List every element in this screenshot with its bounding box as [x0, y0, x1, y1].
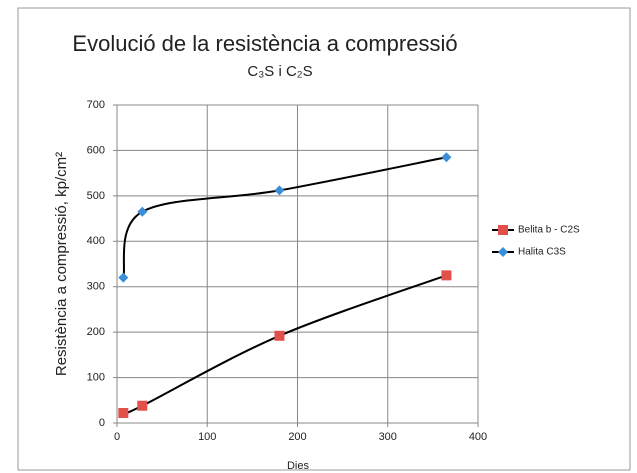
x-tick-label: 400 — [469, 431, 487, 443]
x-tick-label: 100 — [198, 431, 216, 443]
data-point — [441, 270, 452, 281]
y-tick-label: 100 — [87, 371, 105, 383]
frame — [17, 7, 631, 471]
x-axis-label: Dies — [287, 460, 310, 472]
chart-subtitle: C₃S i C₂S — [247, 63, 312, 80]
x-tick-label: 300 — [379, 431, 397, 443]
y-tick-label: 200 — [87, 326, 105, 338]
y-tick-label: 600 — [87, 144, 105, 156]
legend-marker — [498, 225, 508, 235]
data-point — [441, 152, 452, 163]
legend-label: Halita C3S — [518, 247, 566, 258]
data-point — [118, 408, 129, 419]
chart-title: Evolució de la resistència a compressió — [72, 31, 457, 56]
y-tick-label: 0 — [99, 417, 105, 429]
data-point — [274, 185, 285, 196]
data-point — [118, 272, 129, 283]
y-tick-label: 500 — [87, 190, 105, 202]
series-line — [122, 156, 447, 278]
data-point — [274, 330, 285, 341]
y-tick-label: 700 — [87, 99, 105, 111]
y-axis-label: Resistència a compressió, kp/cm² — [53, 152, 70, 376]
x-tick-label: 200 — [288, 431, 306, 443]
legend-marker — [498, 247, 508, 257]
data-point — [137, 206, 148, 217]
legend-label: Belita b - C2S — [518, 225, 580, 236]
y-tick-label: 300 — [87, 281, 105, 293]
y-tick-label: 400 — [87, 235, 105, 247]
x-tick-label: 0 — [114, 431, 120, 443]
data-point — [137, 400, 148, 411]
